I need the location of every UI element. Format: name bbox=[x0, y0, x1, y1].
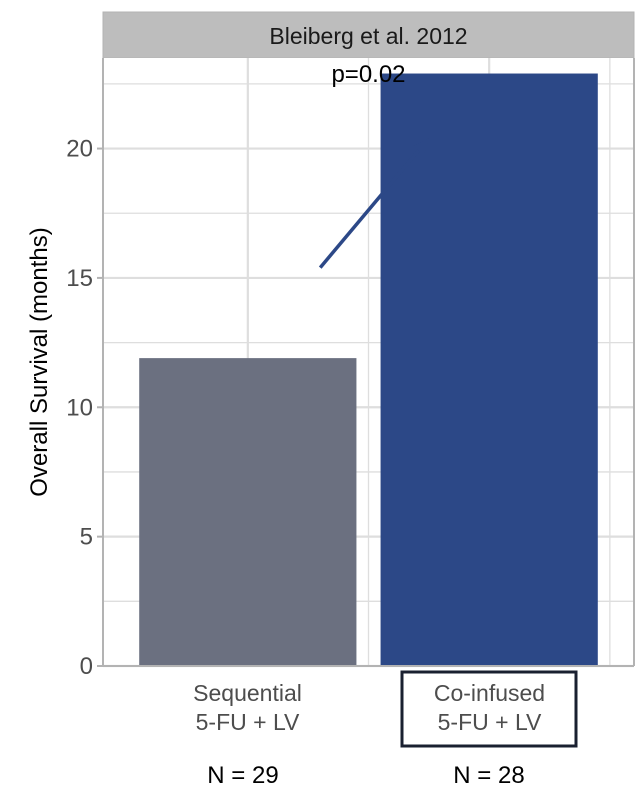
y-tick-label: 10 bbox=[66, 394, 93, 421]
y-axis-ticks: 0 5 10 15 20 bbox=[66, 136, 103, 680]
x-tick-label-1-line1: Co-infused bbox=[434, 680, 545, 706]
p-value-annotation: p=0.02 bbox=[331, 61, 405, 88]
facet-title: Bleiberg et al. 2012 bbox=[269, 23, 467, 49]
bar-1 bbox=[380, 73, 598, 666]
x-tick-label-0: Sequential 5-FU + LV bbox=[193, 680, 302, 735]
x-tick-label-0-line2: 5-FU + LV bbox=[196, 709, 300, 735]
y-tick-label: 5 bbox=[80, 524, 93, 551]
n-label-1: N = 28 bbox=[453, 762, 524, 789]
y-axis-label: Overall Survival (months) bbox=[26, 227, 53, 496]
x-tick-label-1: Co-infused 5-FU + LV bbox=[434, 680, 545, 735]
y-tick-label: 20 bbox=[66, 136, 93, 163]
highlight-box bbox=[400, 670, 578, 748]
arrow-shaft bbox=[318, 149, 420, 269]
y-tick-label: 15 bbox=[66, 265, 93, 292]
arrow-head bbox=[413, 138, 429, 155]
trend-arrow bbox=[318, 138, 429, 269]
y-tick-label: 0 bbox=[80, 653, 93, 680]
bars bbox=[139, 73, 598, 666]
x-tick-label-0-line1: Sequential bbox=[193, 680, 302, 706]
n-label-0: N = 29 bbox=[207, 762, 278, 789]
bar-0 bbox=[139, 358, 357, 666]
x-tick-label-1-line2: 5-FU + LV bbox=[438, 709, 542, 735]
facet-strip bbox=[102, 11, 635, 59]
